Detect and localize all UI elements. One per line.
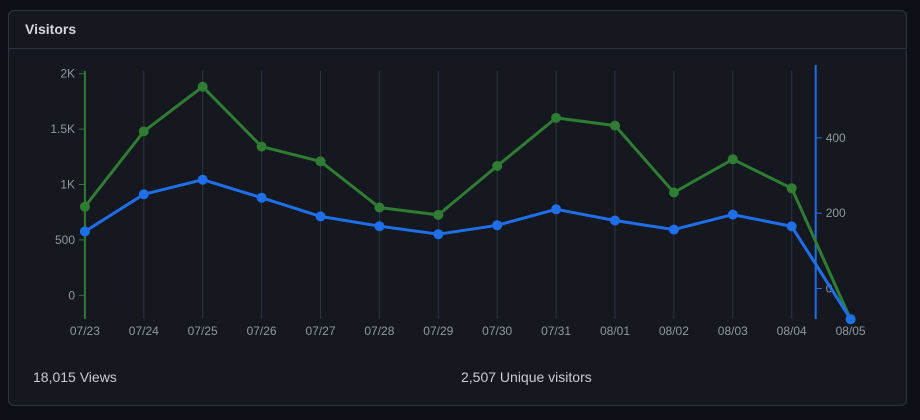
svg-text:200: 200 <box>826 206 846 220</box>
svg-text:08/03: 08/03 <box>718 324 748 338</box>
svg-text:08/01: 08/01 <box>600 324 630 338</box>
svg-text:08/02: 08/02 <box>659 324 689 338</box>
svg-text:07/25: 07/25 <box>188 324 218 338</box>
svg-text:07/24: 07/24 <box>129 324 159 338</box>
svg-text:07/26: 07/26 <box>247 324 277 338</box>
svg-text:0: 0 <box>68 288 75 302</box>
svg-text:07/30: 07/30 <box>482 324 512 338</box>
svg-text:07/23: 07/23 <box>70 324 100 338</box>
svg-text:07/29: 07/29 <box>423 324 453 338</box>
svg-text:08/05: 08/05 <box>836 324 866 338</box>
svg-text:07/27: 07/27 <box>305 324 335 338</box>
svg-text:1.5K: 1.5K <box>50 122 75 136</box>
svg-text:07/31: 07/31 <box>541 324 571 338</box>
svg-text:2K: 2K <box>60 67 75 81</box>
svg-text:08/04: 08/04 <box>777 324 807 338</box>
svg-text:500: 500 <box>55 233 75 247</box>
svg-text:1K: 1K <box>60 178 75 192</box>
svg-text:400: 400 <box>826 131 846 145</box>
svg-text:07/28: 07/28 <box>364 324 394 338</box>
